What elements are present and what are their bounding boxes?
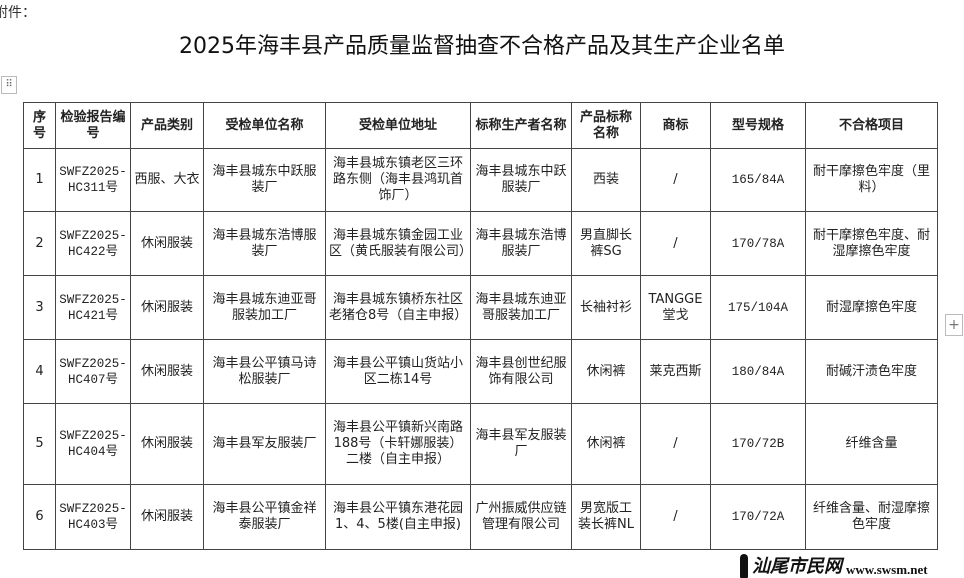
cell-nonconforming-item: 纤维含量 [805,403,938,485]
header-product-name: 产品标称名称 [571,102,641,149]
cell-unit-name: 海丰县城东迪亚哥服装加工厂 [203,275,326,340]
table-header-row: 序号 检验报告编号 产品类别 受检单位名称 受检单位地址 标称生产者名称 产品标称名称 商标型… [23,102,938,149]
header-report-no: 检验报告编号 [55,102,131,149]
cell-manufacturer: 海丰县城东迪亚哥服装加工厂 [470,275,572,340]
cell-model-spec: 180/84A [710,339,806,404]
cell-category: 休闲服装 [130,211,204,276]
cell-manufacturer: 海丰县城东中跃服装厂 [470,148,572,212]
cell-unit-address: 海丰县城东镇老区三环路东侧（海丰县鸿玑首饰厂） [325,148,471,212]
cell-nonconforming-item: 耐湿摩擦色牢度 [805,275,938,340]
cell-model-spec: 165/84A [710,148,806,212]
cell-model-spec: 170/78A [710,211,806,276]
add-column-button[interactable]: + [945,314,963,336]
cell-nonconforming-item: 纤维含量、耐湿摩擦色牢度 [805,484,938,550]
cell-manufacturer: 广州振威供应链管理有限公司 [470,484,572,550]
cell-model-spec: 170/72B [710,403,806,485]
cell-seq: 3 [23,275,56,340]
header-trademark: 商标 [640,102,711,149]
cell-unit-address: 海丰县城东镇桥东社区老猪仓8号（自主申报） [325,275,471,340]
cell-report-no: SWFZ2025-HC422号 [55,211,131,276]
cell-unit-name: 海丰县军友服装厂 [203,403,326,485]
cell-report-no: SWFZ2025-HC421号 [55,275,131,340]
cell-manufacturer: 海丰县城东浩博服装厂 [470,211,572,276]
cell-seq: 2 [23,211,56,276]
cell-nonconforming-item: 耐碱汗渍色牢度 [805,339,938,404]
table-row: 5 SWFZ2025-HC404号 休闲服装 海丰县军友服装厂 海丰县公平镇新兴南路18… [23,403,938,485]
cell-nonconforming-item: 耐干摩擦色牢度（里料） [805,148,938,212]
table-row: 3 SWFZ2025-HC421号 休闲服装 海丰县城东迪亚哥服装加工厂 海丰县城东镇桥… [23,275,938,340]
cell-trademark: / [640,148,711,212]
header-unit-name: 受检单位名称 [203,102,326,149]
cell-report-no: SWFZ2025-HC404号 [55,403,131,485]
cell-unit-name: 海丰县城东浩博服装厂 [203,211,326,276]
cell-seq: 1 [23,148,56,212]
table-row: 4 SWFZ2025-HC407号 休闲服装 海丰县公平镇马诗松服装厂 海丰县公平镇山货… [23,339,938,404]
watermark-logo: 汕尾市民网 www.swsm.net [740,552,964,578]
cell-trademark: / [640,211,711,276]
cell-report-no: SWFZ2025-HC407号 [55,339,131,404]
table-row: 6 SWFZ2025-HC403号 休闲服装 海丰县公平镇金祥泰服装厂 海丰县公平镇东港… [23,484,938,550]
table-drag-handle-icon[interactable]: ⠿ [1,76,17,94]
cell-unit-address: 海丰县公平镇新兴南路188号（卡轩娜服装）二楼（自主申报） [325,403,471,485]
cell-trademark: 莱克西斯 [640,339,711,404]
watermark-text: 汕尾市民网 [752,556,842,577]
cell-model-spec: 170/72A [710,484,806,550]
cell-seq: 5 [23,403,56,485]
cell-product-name: 男宽版工装长裤NL [571,484,641,550]
header-model-spec: 型号规格 [710,102,806,149]
cell-trademark: / [640,484,711,550]
cell-category: 休闲服装 [130,484,204,550]
cell-unit-address: 海丰县公平镇山货站小区二栋14号 [325,339,471,404]
table-row: 1 SWFZ2025-HC311号 西服、大衣 海丰县城东中跃服装厂 海丰县城东镇老区三… [23,148,938,212]
cell-product-name: 休闲裤 [571,403,641,485]
cell-product-name: 西装 [571,148,641,212]
cell-model-spec: 175/104A [710,275,806,340]
header-manufacturer: 标称生产者名称 [470,102,572,149]
cell-trademark: / [640,403,711,485]
cell-unit-name: 海丰县公平镇金祥泰服装厂 [203,484,326,550]
cell-manufacturer: 海丰县军友服装厂 [470,403,572,485]
cell-unit-name: 海丰县公平镇马诗松服装厂 [203,339,326,404]
cell-seq: 6 [23,484,56,550]
page-title: 2025年海丰县产品质量监督抽查不合格产品及其生产企业名单 [179,34,785,59]
cell-category: 休闲服装 [130,403,204,485]
cell-product-name: 休闲裤 [571,339,641,404]
cell-unit-name: 海丰县城东中跃服装厂 [203,148,326,212]
cell-product-name: 长袖衬衫 [571,275,641,340]
nonconforming-products-table: 序号 检验报告编号 产品类别 受检单位名称 受检单位地址 标称生产者名称 产品标称名称 商标型… [23,102,938,550]
cell-category: 西服、大衣 [130,148,204,212]
cell-report-no: SWFZ2025-HC311号 [55,148,131,212]
watermark-url: www.swsm.net [846,562,928,577]
table-row: 2 SWFZ2025-HC422号 休闲服装 海丰县城东浩博服装厂 海丰县城东镇金园工业… [23,211,938,276]
cell-product-name: 男直脚长裤SG [571,211,641,276]
cell-report-no: SWFZ2025-HC403号 [55,484,131,550]
cell-seq: 4 [23,339,56,404]
cell-unit-address: 海丰县城东镇金园工业区（黄氏服装有限公司） [325,211,472,276]
cell-category: 休闲服装 [130,275,204,340]
header-nonconforming-item: 不合格项目 [805,102,938,149]
header-unit-address: 受检单位地址 [325,102,471,149]
cell-trademark: TANGGE堂戈 [640,275,711,340]
cell-manufacturer: 海丰县创世纪服饰有限公司 [470,339,572,404]
cell-unit-address: 海丰县公平镇东港花园1、4、5楼(自主申报) [325,484,471,550]
cell-category: 休闲服装 [130,339,204,404]
attachment-label: 附件： [0,5,36,21]
header-seq: 序号 [23,102,56,149]
person-silhouette-icon [740,554,748,578]
cell-nonconforming-item: 耐干摩擦色牢度、耐湿摩擦色牢度 [805,211,938,276]
header-category: 产品类别 [130,102,204,149]
